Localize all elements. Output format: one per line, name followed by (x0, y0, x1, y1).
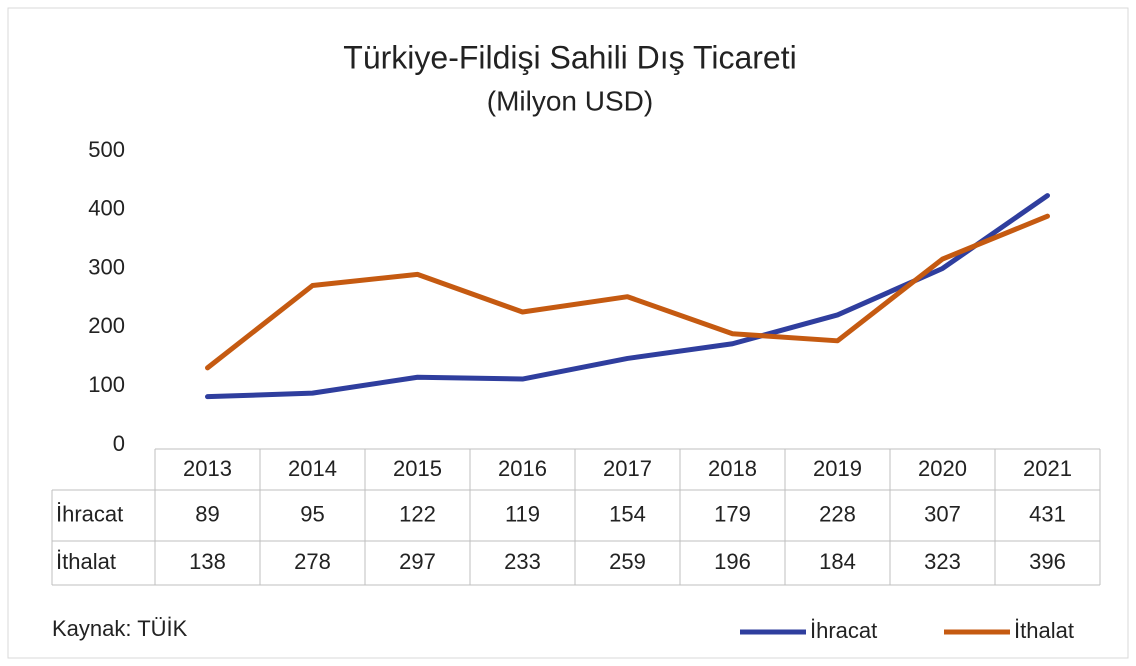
y-tick-label: 200 (88, 313, 125, 338)
table-cell: 95 (300, 501, 324, 526)
y-tick-label: 300 (88, 254, 125, 279)
x-tick-label: 2014 (288, 456, 337, 481)
x-tick-label: 2015 (393, 456, 442, 481)
chart-frame (7, 7, 1129, 659)
table-row-label: İhracat (56, 501, 123, 526)
x-tick-label: 2017 (603, 456, 652, 481)
table-cell: 259 (609, 549, 646, 574)
table-cell: 89 (195, 501, 219, 526)
table-cell: 154 (609, 501, 646, 526)
x-tick-label: 2020 (918, 456, 967, 481)
x-tick-label: 2021 (1023, 456, 1072, 481)
y-tick-label: 100 (88, 372, 125, 397)
x-tick-label: 2019 (813, 456, 862, 481)
table-cell: 297 (399, 549, 436, 574)
table-cell: 119 (505, 501, 540, 526)
table-cell: 323 (924, 549, 961, 574)
source-note: Kaynak: TÜİK (52, 616, 188, 641)
chart-subtitle: (Milyon USD) (487, 85, 653, 116)
table-cell: 431 (1029, 501, 1066, 526)
table-cell: 196 (714, 549, 751, 574)
table-cell: 122 (399, 501, 436, 526)
data-line (205, 213, 1050, 371)
table-cell: 179 (714, 501, 751, 526)
y-tick-label: 400 (88, 196, 125, 221)
table-cell: 233 (504, 549, 541, 574)
table-row-label: İthalat (56, 549, 116, 574)
x-tick-label: 2013 (183, 456, 232, 481)
table-cell: 307 (924, 501, 961, 526)
x-tick-label: 2018 (708, 456, 757, 481)
x-tick-label: 2016 (498, 456, 547, 481)
table-cell: 396 (1029, 549, 1066, 574)
legend-label: İhracat (810, 618, 877, 643)
y-tick-label: 500 (88, 137, 125, 162)
chart-title: Türkiye-Fildişi Sahili Dış Ticareti (343, 39, 796, 75)
legend-label: İthalat (1014, 618, 1074, 643)
table-cell: 278 (294, 549, 331, 574)
table-cell: 138 (189, 549, 226, 574)
table-cell: 184 (819, 549, 856, 574)
y-tick-label: 0 (113, 431, 125, 456)
table-cell: 228 (819, 501, 856, 526)
